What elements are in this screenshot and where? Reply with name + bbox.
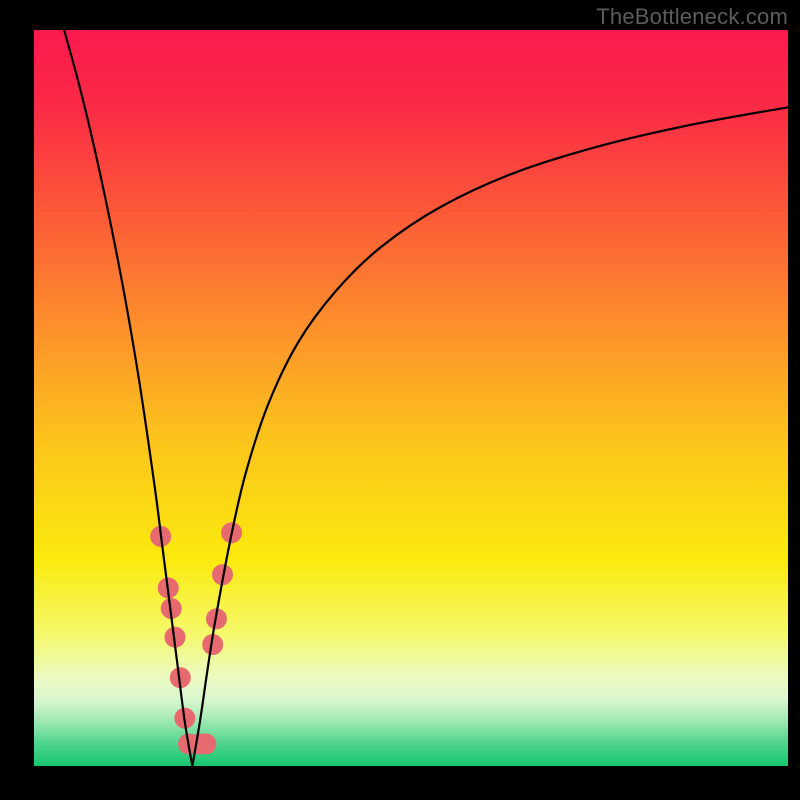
watermark-text: TheBottleneck.com [596, 4, 788, 30]
chart-container: TheBottleneck.com [0, 0, 800, 800]
bottleneck-chart [0, 0, 800, 800]
gradient-background [34, 30, 788, 766]
